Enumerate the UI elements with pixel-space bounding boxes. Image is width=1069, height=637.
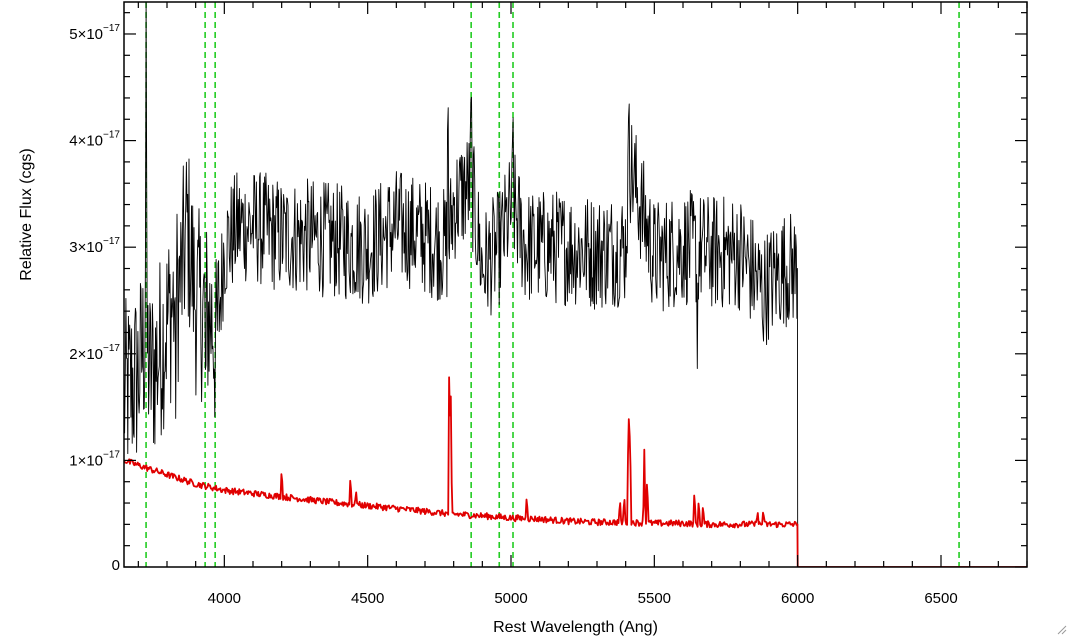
y-tick-label: 2×10−17	[69, 343, 120, 363]
x-tick-label: 6000	[781, 590, 814, 607]
x-tick-labels: 4000 4500 5000 5500 6000 6500	[208, 590, 958, 607]
series-line-1	[124, 376, 1027, 567]
y-axis-title: Relative Flux (cgs)	[18, 148, 35, 280]
resize-grip-icon[interactable]	[1055, 623, 1067, 635]
x-tick-label: 6500	[924, 590, 957, 607]
y-tick-label: 3×10−17	[69, 236, 120, 256]
series-line-0	[124, 2, 1027, 567]
axis-ticks	[124, 2, 1028, 568]
y-tick-label: 4×10−17	[69, 130, 120, 150]
y-tick-label: 0	[112, 557, 120, 574]
series-layer	[124, 2, 1027, 567]
x-tick-label: 4000	[208, 590, 241, 607]
x-tick-label: 4500	[351, 590, 384, 607]
y-tick-label: 5×10−17	[69, 23, 120, 43]
plot-frame	[123, 1, 1028, 568]
x-tick-label: 5000	[494, 590, 527, 607]
x-tick-label: 5500	[638, 590, 671, 607]
reference-lines	[145, 2, 960, 567]
x-axis-title: Rest Wavelength (Ang)	[493, 619, 658, 636]
y-tick-labels: 0 1×10−17 2×10−17 3×10−17 4×10−17 5×10−17	[69, 23, 120, 574]
y-tick-label: 1×10−17	[69, 449, 120, 469]
